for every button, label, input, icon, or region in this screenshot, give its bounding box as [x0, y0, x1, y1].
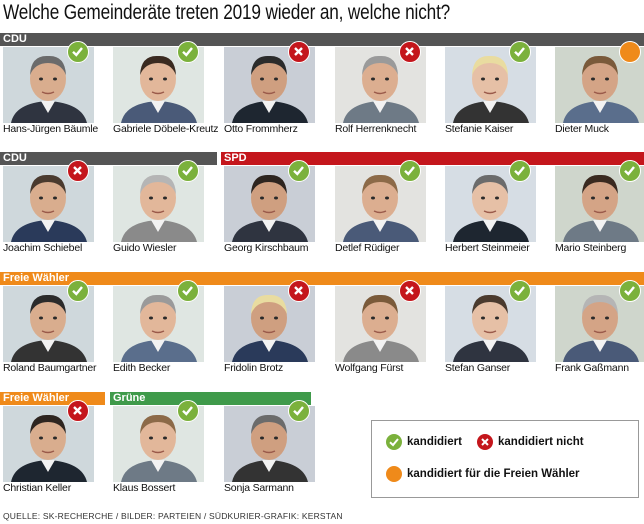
orange-dot-icon: [619, 41, 641, 63]
check-icon: [67, 41, 89, 63]
person-card: Sonja Sarmann: [224, 400, 315, 496]
party-bar-cdu-1: CDU: [0, 33, 644, 46]
check-icon: [177, 160, 199, 182]
person-card: Roland Baumgartner: [3, 280, 96, 376]
legend-item-no: kandidiert nicht: [477, 434, 584, 450]
portrait-photo: [224, 166, 315, 242]
person-name: Detlef Rüdiger: [335, 242, 400, 254]
party-bar-cdu-2: CDU: [0, 152, 217, 165]
cross-icon: [399, 280, 421, 302]
party-bar-gruene: Grüne: [110, 392, 311, 405]
legend: kandidiert kandidiert nicht kandidiert f…: [371, 420, 639, 498]
person-card: Mario Steinberg: [555, 160, 644, 256]
person-card: Georg Kirschbaum: [224, 160, 315, 256]
person-card: Christian Keller: [3, 400, 94, 496]
portrait-photo: [224, 47, 315, 123]
check-icon: [288, 400, 310, 422]
person-name: Roland Baumgartner: [3, 362, 97, 374]
cross-icon: [288, 280, 310, 302]
person-name: Mario Steinberg: [555, 242, 627, 254]
person-card: Hans-Jürgen Bäumle: [3, 41, 98, 137]
portrait-photo: [224, 286, 315, 362]
person-card: Rolf Herrenknecht: [335, 41, 426, 137]
portrait-photo: [3, 166, 94, 242]
party-bar-spd: SPD: [221, 152, 644, 165]
cross-icon: [399, 41, 421, 63]
person-name: Christian Keller: [3, 482, 71, 494]
legend-label-fw: kandidiert für die Freien Wähler: [407, 468, 580, 480]
person-card: Joachim Schiebel: [3, 160, 94, 256]
person-card: Gabriele Döbele-Kreutz: [113, 41, 219, 137]
party-bar-fw-1: Freie Wähler: [0, 272, 644, 285]
person-card: Herbert Steinmeier: [445, 160, 536, 256]
person-card: Klaus Bossert: [113, 400, 204, 496]
person-name: Frank Gaßmann: [555, 362, 629, 374]
page-title: Welche Gemeinderäte treten 2019 wieder a…: [3, 1, 451, 24]
portrait-photo: [335, 47, 426, 123]
portrait-photo: [3, 406, 94, 482]
check-icon: [399, 160, 421, 182]
check-icon: [509, 41, 531, 63]
check-icon: [177, 280, 199, 302]
person-name: Stefan Ganser: [445, 362, 511, 374]
person-card: Edith Becker: [113, 280, 204, 376]
person-name: Fridolin Brotz: [224, 362, 284, 374]
check-icon: [619, 280, 641, 302]
person-card: Guido Wiesler: [113, 160, 204, 256]
check-icon: [619, 160, 641, 182]
orange-dot-icon: [386, 466, 402, 482]
person-name: Stefanie Kaiser: [445, 123, 514, 135]
person-name: Gabriele Döbele-Kreutz: [113, 123, 219, 135]
person-card: Frank Gaßmann: [555, 280, 644, 376]
person-name: Klaus Bossert: [113, 482, 176, 494]
check-icon: [67, 280, 89, 302]
portrait-photo: [113, 47, 204, 123]
legend-label-yes: kandidiert: [407, 436, 462, 448]
check-icon: [509, 160, 531, 182]
portrait-photo: [3, 47, 94, 123]
person-name: Georg Kirschbaum: [224, 242, 309, 254]
person-name: Otto Frommherz: [224, 123, 298, 135]
person-card: Fridolin Brotz: [224, 280, 315, 376]
cross-icon: [288, 41, 310, 63]
check-icon: [386, 434, 402, 450]
legend-item-fw: kandidiert für die Freien Wähler: [386, 466, 580, 482]
person-card: Stefanie Kaiser: [445, 41, 536, 137]
legend-item-yes: kandidiert: [386, 434, 462, 450]
person-name: Herbert Steinmeier: [445, 242, 530, 254]
person-name: Joachim Schiebel: [3, 242, 83, 254]
portrait-photo: [555, 286, 644, 362]
person-name: Wolfgang Fürst: [335, 362, 404, 374]
legend-label-no: kandidiert nicht: [498, 436, 584, 448]
person-card: Wolfgang Fürst: [335, 280, 426, 376]
source-credit: QUELLE: SK-RECHERCHE / BILDER: PARTEIEN …: [3, 511, 343, 521]
cross-icon: [67, 160, 89, 182]
check-icon: [177, 400, 199, 422]
person-card: Dieter Muck: [555, 41, 644, 137]
check-icon: [288, 160, 310, 182]
check-icon: [509, 280, 531, 302]
person-name: Guido Wiesler: [113, 242, 177, 254]
person-card: Stefan Ganser: [445, 280, 536, 376]
person-card: Detlef Rüdiger: [335, 160, 426, 256]
person-name: Hans-Jürgen Bäumle: [3, 123, 99, 135]
cross-icon: [67, 400, 89, 422]
person-card: Otto Frommherz: [224, 41, 315, 137]
portrait-photo: [335, 286, 426, 362]
person-name: Edith Becker: [113, 362, 171, 374]
person-name: Sonja Sarmann: [224, 482, 294, 494]
person-name: Dieter Muck: [555, 123, 609, 135]
check-icon: [177, 41, 199, 63]
person-name: Rolf Herrenknecht: [335, 123, 417, 135]
cross-icon: [477, 434, 493, 450]
